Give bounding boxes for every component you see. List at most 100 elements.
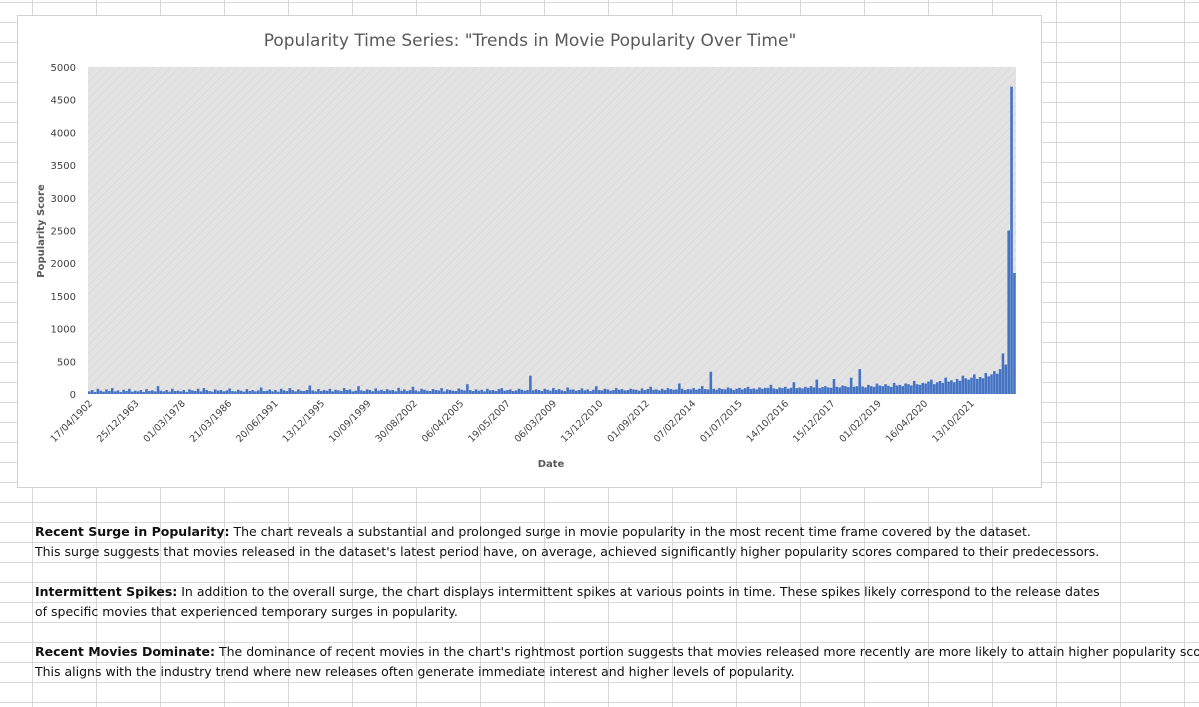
series-bar	[133, 390, 137, 394]
series-bar	[663, 390, 667, 394]
series-bar	[990, 374, 993, 394]
series-bar	[446, 389, 449, 394]
series-bar	[397, 387, 400, 394]
series-bar	[606, 389, 609, 394]
series-bar	[973, 374, 976, 394]
series-bar	[815, 379, 819, 394]
series-bar	[574, 390, 578, 394]
series-bar	[698, 388, 701, 394]
series-bar	[778, 387, 781, 394]
series-bar	[162, 391, 166, 394]
series-bar	[855, 386, 859, 394]
series-bar	[483, 391, 486, 394]
series-bar	[715, 389, 718, 394]
series-bar	[804, 386, 807, 394]
series-bar	[540, 391, 544, 394]
series-bar	[268, 389, 272, 394]
series-bar	[869, 386, 873, 394]
series-bar	[248, 391, 251, 394]
series-bar	[678, 383, 681, 394]
series-bar	[952, 382, 956, 394]
series-bar	[380, 389, 383, 394]
series-bar	[471, 391, 475, 394]
series-bar	[629, 388, 632, 394]
series-bar	[440, 388, 443, 394]
series-bar	[254, 391, 257, 394]
series-bar	[872, 386, 876, 394]
y-tick-label: 2000	[51, 259, 76, 270]
series-bar	[529, 375, 532, 394]
series-bar	[96, 388, 100, 394]
series-bar	[597, 390, 601, 394]
series-bar	[672, 389, 675, 394]
series-bar	[360, 390, 363, 394]
x-tick-label: 25/12/1963	[95, 398, 142, 445]
series-bar	[723, 389, 727, 394]
series-bar	[1007, 230, 1010, 394]
x-tick-label: 17/04/1902	[49, 398, 96, 445]
series-bar	[838, 387, 841, 394]
series-bar	[655, 389, 658, 394]
series-bar	[328, 388, 332, 394]
chart-container[interactable]: Popularity Time Series: "Trends in Movie…	[17, 15, 1042, 488]
chart-title: Popularity Time Series: "Trends in Movie…	[264, 31, 797, 51]
series-bar	[377, 390, 380, 394]
y-tick-label: 4500	[51, 96, 76, 107]
series-bar	[136, 391, 140, 394]
x-tick-label: 21/03/1986	[188, 398, 235, 445]
plot-area	[88, 67, 1016, 394]
series-bar	[620, 389, 624, 394]
series-bar	[637, 390, 641, 394]
series-bar	[703, 389, 707, 394]
series-bar	[1013, 273, 1016, 394]
series-bar	[474, 389, 478, 394]
series-bar	[122, 389, 125, 394]
series-bar	[374, 388, 377, 394]
series-bar	[543, 388, 546, 394]
series-bar	[506, 390, 509, 394]
series-bar	[337, 390, 340, 394]
series-bar	[995, 373, 999, 394]
series-bar	[222, 391, 226, 394]
series-bar	[208, 391, 211, 394]
series-bar	[503, 390, 506, 394]
series-bar	[895, 385, 899, 394]
series-bar	[251, 390, 254, 394]
series-bar	[932, 384, 936, 394]
series-bar	[334, 389, 337, 394]
series-bar	[239, 390, 243, 394]
series-bar	[786, 388, 790, 394]
series-bar	[924, 383, 927, 394]
series-bar	[861, 386, 864, 394]
series-bar	[824, 386, 827, 394]
series-bar	[297, 389, 300, 394]
series-bar	[552, 388, 555, 394]
series-bar	[1010, 86, 1013, 395]
series-bar	[763, 387, 767, 394]
series-bar	[998, 369, 1002, 394]
series-bar	[317, 389, 320, 394]
series-bar	[130, 391, 134, 394]
series-bar	[649, 386, 652, 394]
series-bar	[480, 389, 483, 394]
series-bar	[623, 390, 627, 394]
series-bar	[90, 390, 94, 394]
series-bar	[669, 389, 673, 394]
series-bar	[878, 385, 882, 394]
series-bar	[320, 391, 323, 394]
series-bar	[615, 388, 618, 394]
series-bar	[322, 390, 326, 394]
series-bar	[657, 390, 661, 394]
y-tick-label: 2500	[51, 227, 76, 238]
series-bar	[242, 391, 246, 394]
series-bar	[918, 384, 922, 394]
series-bar	[775, 389, 778, 394]
series-bar	[299, 390, 303, 394]
series-bar	[981, 378, 985, 394]
series-bar	[179, 391, 183, 394]
series-bar	[425, 390, 429, 394]
series-bar	[108, 391, 111, 394]
series-bar	[228, 388, 231, 394]
series-bar	[159, 390, 163, 394]
series-bar	[643, 390, 647, 394]
